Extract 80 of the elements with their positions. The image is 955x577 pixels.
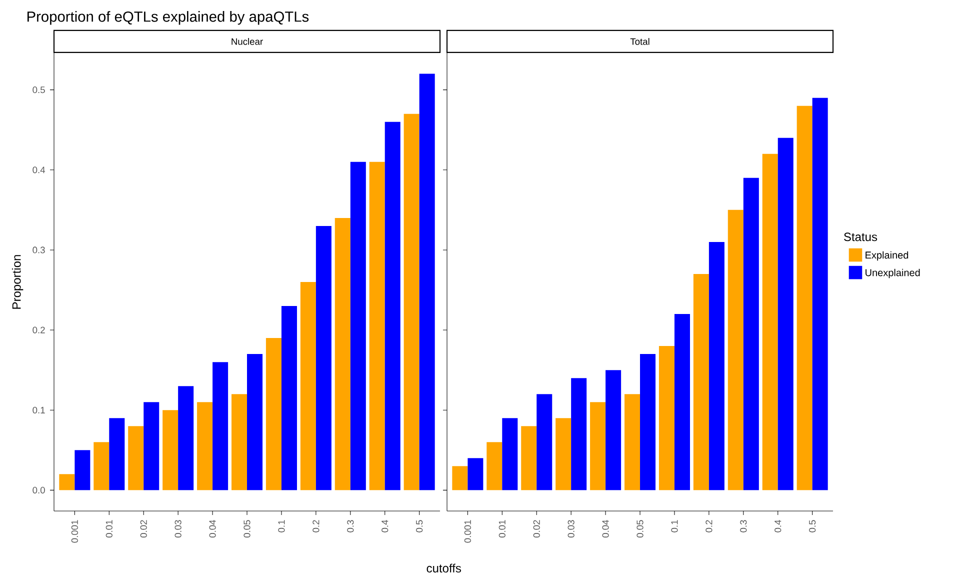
- x-tick-label: 0.5: [809, 520, 816, 532]
- bar: [162, 410, 178, 490]
- chart-title: Proportion of eQTLs explained by apaQTLs: [27, 11, 309, 25]
- x-tick-label: 0.3: [740, 520, 747, 532]
- x-tick-label: 0.1: [671, 520, 678, 532]
- bar: [232, 394, 248, 490]
- bar: [384, 122, 400, 490]
- bar: [404, 114, 420, 490]
- bar: [658, 346, 674, 490]
- bar: [247, 354, 263, 490]
- x-tick-label: 0.5: [416, 520, 423, 532]
- legend-label: Unexplained: [866, 268, 920, 278]
- chart-subtitle: Total: [630, 38, 650, 45]
- x-tick-label: 0.02: [533, 520, 540, 538]
- x-tick-label: 0.05: [244, 520, 250, 538]
- chart-subtitle: Nuclear: [232, 38, 263, 45]
- bar: [624, 394, 640, 490]
- bar: [571, 378, 587, 490]
- bar: [536, 394, 552, 490]
- x-tick-label: 0.04: [209, 520, 216, 538]
- x-tick-label: 0.03: [174, 520, 182, 538]
- bar: [419, 74, 435, 490]
- y-tick-label: 0.4: [32, 166, 46, 174]
- x-tick-label: 0.01: [498, 520, 506, 538]
- bar: [778, 138, 794, 490]
- bar: [452, 466, 468, 490]
- bar: [128, 426, 144, 490]
- bar: [94, 442, 110, 490]
- legend-label: Explained: [866, 251, 908, 261]
- bar: [521, 426, 537, 490]
- bar: [369, 162, 385, 490]
- bar: [606, 370, 622, 490]
- bar: [334, 218, 350, 490]
- y-tick-label: 0.0: [32, 486, 45, 494]
- x-tick-label: 0.05: [636, 520, 644, 538]
- bar: [762, 154, 778, 490]
- x-tick-label: 0.001: [71, 520, 78, 543]
- bar: [300, 282, 316, 490]
- bar: [468, 458, 484, 490]
- x-tick-label: 0.4: [774, 520, 782, 532]
- x-tick-label: 0.1: [278, 520, 285, 532]
- bar: [640, 354, 656, 490]
- x-tick-label: 0.2: [706, 520, 712, 532]
- bar: [796, 106, 812, 490]
- bar: [743, 178, 759, 490]
- bar: [556, 418, 572, 490]
- bar: [281, 306, 297, 490]
- x-tick-label: 0.2: [312, 520, 320, 532]
- bar: [812, 98, 828, 490]
- bar: [266, 338, 282, 490]
- bar: [178, 386, 194, 490]
- bar: [74, 450, 90, 490]
- x-tick-label: 0.01: [106, 520, 112, 538]
- x-tick-label: 0.4: [382, 520, 388, 532]
- bar: [693, 274, 709, 490]
- y-tick-label: 0.2: [32, 326, 45, 334]
- legend-title: Status: [844, 232, 878, 242]
- bar: [59, 474, 75, 490]
- x-tick-label: 0.04: [602, 520, 609, 538]
- y-tick-label: 0.5: [32, 86, 45, 94]
- x-tick-label: 0.3: [347, 520, 354, 532]
- bar: [212, 362, 228, 490]
- y-axis-title: Proportion: [12, 255, 24, 309]
- bar: [144, 402, 160, 490]
- bar: [674, 314, 690, 490]
- bar: [502, 418, 518, 490]
- bar: [486, 442, 502, 490]
- x-axis-title: cutoffs: [426, 564, 461, 573]
- bar: [109, 418, 125, 490]
- bar: [708, 242, 724, 490]
- bar: [197, 402, 213, 490]
- x-tick-label: 0.02: [140, 520, 147, 538]
- y-tick-label: 0.3: [32, 246, 45, 254]
- x-tick-label: 0.03: [568, 520, 574, 538]
- x-tick-label: 0.001: [464, 520, 471, 543]
- y-tick-label: 0.1: [32, 406, 45, 414]
- bar: [350, 162, 366, 490]
- bar: [590, 402, 606, 490]
- bar: [316, 226, 332, 490]
- bar: [728, 210, 744, 490]
